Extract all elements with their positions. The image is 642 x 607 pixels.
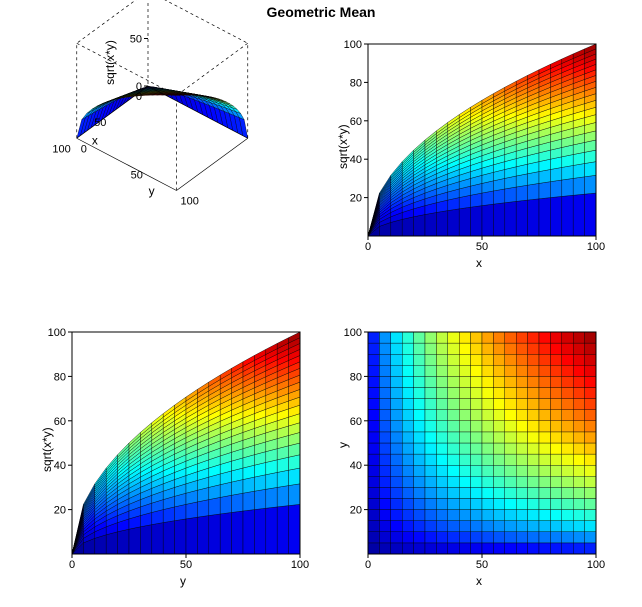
svg-text:80: 80	[350, 371, 362, 383]
panel-front-view: 05010020406080100 sqrt(x*y) x	[362, 42, 598, 242]
chart-side-view: 05010020406080100	[66, 330, 302, 560]
svg-text:50: 50	[94, 117, 106, 129]
x-axis-label: y	[180, 574, 186, 588]
svg-text:20: 20	[350, 505, 362, 517]
svg-text:80: 80	[350, 77, 362, 89]
x-axis-label: x	[476, 256, 482, 270]
svg-text:0: 0	[69, 559, 75, 571]
svg-text:40: 40	[54, 460, 66, 472]
figure-title: Geometric Mean	[0, 4, 642, 20]
svg-text:60: 60	[350, 416, 362, 428]
chart-top-view: 05010020406080100	[362, 330, 598, 560]
svg-text:50: 50	[476, 241, 488, 253]
figure: Geometric Mean 0 50 100 0 50 100 0 50 100 sqrt(x*…	[0, 0, 642, 607]
svg-text:100: 100	[52, 143, 70, 155]
svg-text:80: 80	[54, 371, 66, 383]
svg-text:50: 50	[131, 169, 143, 181]
svg-text:100: 100	[291, 559, 309, 571]
y-axis-label: y	[336, 442, 350, 448]
svg-text:50: 50	[476, 559, 488, 571]
svg-text:60: 60	[54, 416, 66, 428]
svg-text:50: 50	[180, 559, 192, 571]
svg-text:100: 100	[587, 241, 605, 253]
svg-text:x: x	[92, 134, 98, 148]
svg-text:40: 40	[350, 460, 362, 472]
svg-text:sqrt(x*y): sqrt(x*y)	[103, 40, 117, 85]
svg-text:0: 0	[365, 559, 371, 571]
svg-text:20: 20	[350, 193, 362, 205]
svg-text:100: 100	[344, 327, 362, 339]
chart-3d-surface: 050100050100050100sqrt(x*y)xy	[58, 36, 298, 266]
svg-text:100: 100	[344, 39, 362, 51]
svg-text:100: 100	[587, 559, 605, 571]
svg-text:0: 0	[136, 91, 142, 103]
svg-text:0: 0	[81, 143, 87, 155]
svg-text:100: 100	[48, 327, 66, 339]
svg-text:0: 0	[365, 241, 371, 253]
chart-front-view: 05010020406080100	[362, 42, 598, 242]
svg-text:100: 100	[181, 196, 199, 208]
y-axis-label: sqrt(x*y)	[40, 427, 54, 472]
panel-3d-surface: 050100050100050100sqrt(x*y)xy	[58, 36, 298, 266]
panel-top-view: 05010020406080100 y x	[362, 330, 598, 560]
x-axis-label: x	[476, 574, 482, 588]
svg-text:y: y	[149, 184, 155, 198]
svg-text:40: 40	[350, 154, 362, 166]
svg-text:20: 20	[54, 505, 66, 517]
panel-side-view: 05010020406080100 sqrt(x*y) y	[66, 330, 302, 560]
svg-text:60: 60	[350, 116, 362, 128]
y-axis-label: sqrt(x*y)	[336, 124, 350, 169]
svg-text:50: 50	[130, 34, 142, 46]
